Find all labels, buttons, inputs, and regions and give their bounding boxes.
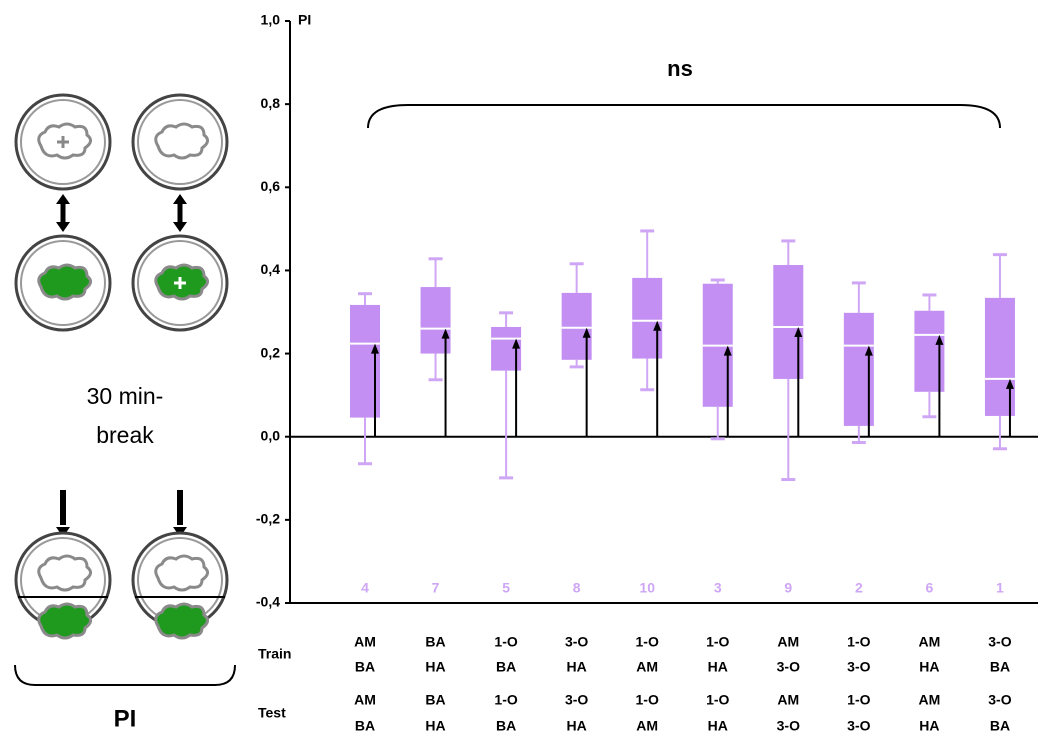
median-arrow-head <box>441 328 450 339</box>
test-row-label: Test <box>258 705 286 721</box>
median-arrow-head <box>794 326 803 337</box>
rank-label: 3 <box>714 580 722 596</box>
pi-bracket <box>14 664 236 686</box>
dish-inner <box>137 99 223 185</box>
train-label: 1-O <box>636 634 659 650</box>
fly-cloud <box>37 602 92 640</box>
y-tick-label: 0,6 <box>261 178 281 194</box>
test-label: HA <box>708 718 728 734</box>
test-label: HA <box>919 718 939 734</box>
rank-label: 9 <box>784 580 792 596</box>
pi-label: PI <box>114 705 137 732</box>
fly-cloud <box>37 263 92 301</box>
rank-label: 2 <box>855 580 863 596</box>
train-label: 3-O <box>565 634 588 650</box>
test-label: 1-O <box>494 692 517 708</box>
train-label: HA <box>919 659 939 675</box>
rank-label: 1 <box>996 580 1004 596</box>
median-arrow-head <box>723 345 732 356</box>
break-label: 30 min- <box>87 383 164 409</box>
train-label: 1-O <box>847 634 870 650</box>
rank-label: 4 <box>361 580 369 596</box>
annotation: ns <box>667 56 693 81</box>
y-tick-label: -0,2 <box>256 511 280 527</box>
train-label: HA <box>425 659 445 675</box>
test-label: AM <box>354 692 376 708</box>
dish-inner <box>20 240 106 326</box>
median-arrow-head <box>371 343 379 354</box>
test-label: 1-O <box>636 692 659 708</box>
y-axis-label: PI <box>298 12 311 28</box>
median-arrow-head <box>582 327 591 338</box>
median-arrow-head <box>512 338 521 349</box>
test-label: 3-O <box>847 718 870 734</box>
train-row-label: Train <box>258 646 291 662</box>
test-label: HA <box>567 718 587 734</box>
test-label: AM <box>919 692 941 708</box>
train-label: HA <box>708 659 728 675</box>
fly-cloud <box>154 122 209 160</box>
train-label: BA <box>496 659 516 675</box>
rank-label: 10 <box>639 580 655 596</box>
rank-label: 5 <box>502 580 510 596</box>
arrow-head <box>173 194 187 204</box>
median-arrow-head <box>653 320 662 331</box>
test-label: HA <box>425 718 445 734</box>
test-label: BA <box>990 718 1010 734</box>
test-label: 1-O <box>847 692 870 708</box>
test-label: BA <box>425 692 445 708</box>
rank-label: 6 <box>926 580 934 596</box>
train-label: 3-O <box>777 659 800 675</box>
y-tick-label: 0,8 <box>261 95 281 111</box>
y-tick-label: -0,4 <box>256 594 280 610</box>
train-label: AM <box>636 659 658 675</box>
y-tick-label: 0,2 <box>261 344 281 360</box>
train-label: 1-O <box>494 634 517 650</box>
dish-inner <box>20 99 106 185</box>
test-label: 1-O <box>706 692 729 708</box>
test-label: BA <box>496 718 516 734</box>
y-tick-label: 1,0 <box>261 12 281 28</box>
test-label: AM <box>777 692 799 708</box>
test-label: 3-O <box>988 692 1011 708</box>
train-label: 3-O <box>988 634 1011 650</box>
median-arrow-head <box>864 345 873 356</box>
rank-label: 7 <box>432 580 440 596</box>
plus-sign <box>57 136 69 148</box>
plus-sign <box>174 277 186 289</box>
train-label: BA <box>355 659 375 675</box>
test-label: AM <box>636 718 658 734</box>
y-tick-label: 0,4 <box>261 261 281 277</box>
rank-label: 8 <box>573 580 581 596</box>
median-arrow-head <box>1005 378 1014 389</box>
dish-inner <box>137 240 223 326</box>
fly-cloud <box>154 602 209 640</box>
fly-cloud <box>154 554 209 592</box>
test-label: BA <box>355 718 375 734</box>
fly-cloud <box>37 554 92 592</box>
annotation-bracket <box>367 104 1001 129</box>
test-label: 3-O <box>777 718 800 734</box>
train-label: 1-O <box>706 634 729 650</box>
arrow-head <box>56 194 70 204</box>
test-label: 3-O <box>565 692 588 708</box>
train-label: AM <box>919 634 941 650</box>
break-label: break <box>96 422 154 448</box>
train-label: BA <box>425 634 445 650</box>
median-arrow-head <box>935 334 944 345</box>
train-label: 3-O <box>847 659 870 675</box>
train-label: BA <box>990 659 1010 675</box>
arrow-head <box>173 222 187 232</box>
arrow-head <box>56 222 70 232</box>
train-label: AM <box>354 634 376 650</box>
train-label: AM <box>777 634 799 650</box>
train-label: HA <box>567 659 587 675</box>
y-tick-label: 0,0 <box>261 427 281 443</box>
